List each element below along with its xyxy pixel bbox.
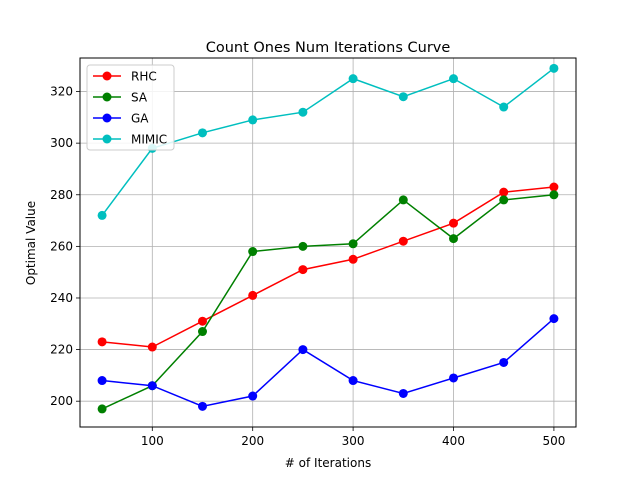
data-point-sa <box>348 239 358 249</box>
data-point-mimic <box>348 74 358 84</box>
data-point-rhc <box>298 265 308 275</box>
data-point-ga <box>97 376 107 386</box>
data-point-ga <box>248 391 258 401</box>
legend-item-rhc: RHC <box>93 70 157 84</box>
series-line-ga <box>102 318 555 408</box>
axis-ticks: 100 200 300 400 500 200 220 240 260 280 300 320 <box>50 85 565 448</box>
data-point-rhc <box>398 236 408 246</box>
series-rhc <box>97 182 559 352</box>
data-point-rhc <box>248 290 258 300</box>
y-tick-label: 260 <box>50 239 73 253</box>
y-tick-label: 300 <box>50 136 73 150</box>
x-tick-label: 500 <box>542 434 565 448</box>
data-point-ga <box>348 376 358 386</box>
data-point-rhc <box>97 337 107 347</box>
data-point-sa <box>248 247 258 257</box>
data-point-rhc <box>348 254 358 264</box>
data-point-sa <box>449 234 459 244</box>
legend-label: GA <box>131 112 149 126</box>
data-point-ga <box>298 345 308 355</box>
legend-label: MIMIC <box>131 133 167 147</box>
legend-box <box>86 64 175 151</box>
data-point-mimic <box>449 74 459 84</box>
legend-swatch-marker <box>102 134 112 144</box>
legend-item-mimic: MIMIC <box>93 133 167 147</box>
data-point-ga <box>499 357 509 367</box>
data-point-mimic <box>499 102 509 112</box>
legend-swatch-marker <box>102 113 112 123</box>
legend-item-ga: GA <box>93 112 149 126</box>
plot-frame <box>79 57 577 428</box>
legend-label: SA <box>131 91 148 105</box>
x-tick-label: 300 <box>342 434 365 448</box>
y-axis-label: Optimal Value <box>24 201 38 285</box>
data-point-ga <box>147 381 157 391</box>
series-mimic <box>97 63 559 220</box>
data-point-mimic <box>398 92 408 102</box>
data-point-sa <box>298 241 308 251</box>
x-tick-label: 100 <box>141 434 164 448</box>
data-point-rhc <box>147 342 157 352</box>
data-point-sa <box>398 195 408 205</box>
data-point-ga <box>197 401 207 411</box>
data-point-ga <box>398 388 408 398</box>
data-point-mimic <box>549 63 559 73</box>
x-tick-label: 200 <box>241 434 264 448</box>
chart-title: Count Ones Num Iterations Curve <box>206 40 451 56</box>
y-tick-label: 280 <box>50 188 73 202</box>
y-tick-label: 240 <box>50 291 73 305</box>
series-layer <box>97 63 559 414</box>
x-axis-label: # of Iterations <box>285 456 371 470</box>
data-point-rhc <box>197 316 207 326</box>
x-tick-label: 400 <box>442 434 465 448</box>
legend: RHC SA GA MIMIC <box>86 64 175 151</box>
data-point-sa <box>97 404 107 414</box>
data-point-rhc <box>449 218 459 228</box>
legend-swatch-marker <box>102 71 112 81</box>
y-tick-label: 220 <box>50 343 73 357</box>
legend-item-sa: SA <box>93 91 148 105</box>
data-point-rhc <box>549 182 559 192</box>
series-line-rhc <box>102 186 554 348</box>
data-point-ga <box>449 373 459 383</box>
series-ga <box>97 314 559 411</box>
data-point-ga <box>549 314 559 324</box>
y-tick-label: 320 <box>50 85 73 99</box>
series-line-mimic <box>101 67 555 216</box>
legend-swatch-marker <box>102 92 112 102</box>
series-line-sa <box>101 194 554 410</box>
data-point-mimic <box>197 128 207 138</box>
data-point-mimic <box>298 107 308 117</box>
data-point-rhc <box>499 187 509 197</box>
series-sa <box>97 190 559 414</box>
data-point-sa <box>197 327 207 337</box>
y-tick-label: 200 <box>50 394 73 408</box>
data-point-mimic <box>248 115 258 125</box>
data-point-sa <box>549 190 559 200</box>
legend-label: RHC <box>131 70 157 84</box>
data-point-mimic <box>97 210 107 220</box>
data-point-sa <box>499 195 509 205</box>
